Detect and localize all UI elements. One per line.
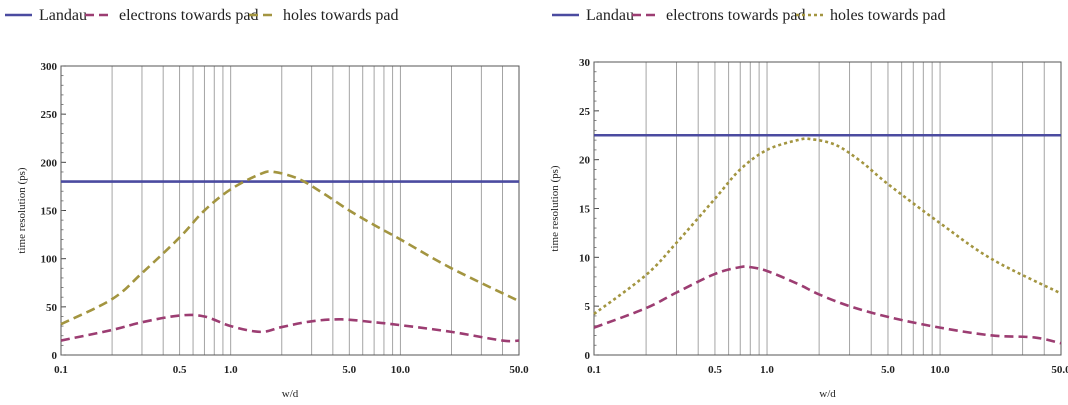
- right-chart: 0 5 10 15 20 25 30 0.1 0.5 1.0 5.0 10.0 50.0 w/d time …: [549, 7, 1068, 400]
- y-tick-label: 10: [579, 252, 591, 264]
- legend-label: holes towards pad: [830, 7, 946, 24]
- grid: [593, 62, 1062, 355]
- y-tick-label: 5: [585, 301, 591, 313]
- y-tick-label: 150: [41, 206, 58, 218]
- series-line-holes-towards-pad: [593, 137, 1062, 316]
- x-tick-label: 0.5: [708, 364, 722, 376]
- y-tick-label: 250: [41, 109, 58, 121]
- x-tick-label: 50.0: [509, 364, 529, 376]
- y-tick-label: 0: [585, 350, 591, 362]
- y-tick-label: 50: [46, 302, 58, 314]
- x-tick-label: 1.0: [760, 364, 774, 376]
- x-axis-label: w/d: [282, 388, 299, 400]
- y-tick-label: 20: [579, 155, 591, 167]
- y-axis-label: time resolution (ps): [549, 165, 561, 251]
- y-axis-label: time resolution (ps): [16, 167, 28, 253]
- x-axis-label: w/d: [819, 388, 836, 400]
- x-tick-label: 1.0: [224, 364, 238, 376]
- y-tick-label: 30: [579, 57, 591, 69]
- left-chart: 0 50 100 150 200 250 300 0.1 0.5 1.0 5.0 10.0 50.0 w/…: [5, 7, 529, 400]
- legend-label: Landau: [586, 7, 634, 24]
- legend-label: electrons towards pad: [666, 7, 806, 24]
- series-line-electrons-towards-pad: [593, 265, 1062, 345]
- y-tick-label: 300: [41, 61, 58, 73]
- x-tick-label: 50.0: [1051, 364, 1068, 376]
- x-tick-label: 0.5: [173, 364, 187, 376]
- plot-frame: [593, 61, 1062, 356]
- series-line-holes-towards-pad: [60, 170, 520, 326]
- y-tick-label: 15: [579, 204, 591, 216]
- y-tick-label: 0: [52, 350, 58, 362]
- y-tick-label: 100: [41, 254, 58, 266]
- plot-frame: [60, 65, 520, 356]
- series-line-electrons-towards-pad: [60, 313, 520, 343]
- legend-label: electrons towards pad: [119, 7, 259, 24]
- legend-label: holes towards pad: [283, 7, 399, 24]
- x-tick-label: 10.0: [930, 364, 950, 376]
- x-tick-label: 5.0: [342, 364, 356, 376]
- x-tick-label: 10.0: [391, 364, 411, 376]
- x-tick-label: 0.1: [54, 364, 68, 376]
- x-tick-label: 0.1: [587, 364, 601, 376]
- y-tick-label: 25: [579, 106, 591, 118]
- grid: [60, 66, 520, 355]
- x-tick-label: 5.0: [881, 364, 895, 376]
- legend-label: Landau: [39, 7, 87, 24]
- y-tick-label: 200: [41, 157, 58, 169]
